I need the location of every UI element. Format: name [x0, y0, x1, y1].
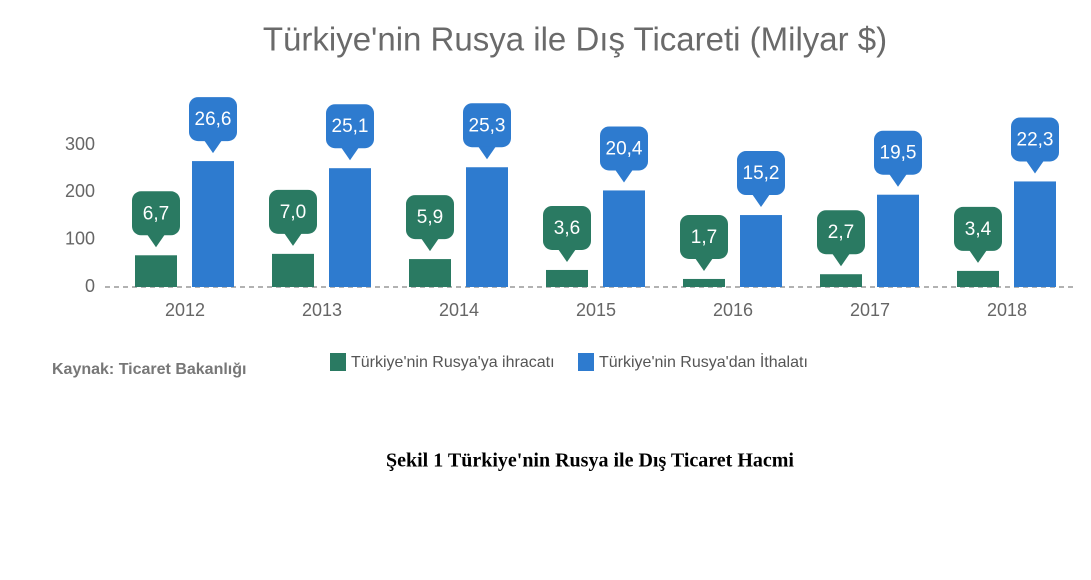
callout-pointer: [478, 146, 496, 160]
bar: [820, 274, 862, 287]
x-tick-label: 2012: [165, 300, 205, 320]
value-label: 20,4: [606, 138, 643, 159]
legend-swatch: [578, 353, 594, 371]
x-tick-label: 2015: [576, 300, 616, 320]
bar: [740, 215, 782, 287]
x-tick-label: 2013: [302, 300, 342, 320]
source: Kaynak: Ticaret Bakanlığı: [52, 361, 246, 378]
x-tick-label: 2016: [713, 300, 753, 320]
callout: [1011, 117, 1059, 162]
bar: [1014, 181, 1056, 287]
callout-pointer: [284, 232, 302, 246]
value-label: 22,3: [1017, 129, 1054, 150]
value-label: 3,4: [965, 219, 992, 240]
bar: [135, 255, 177, 287]
callout: [874, 130, 922, 175]
value-label: 26,6: [195, 109, 232, 130]
callout-pointer: [204, 140, 222, 154]
legend-label: Türkiye'nin Rusya'dan İthalatı: [599, 352, 808, 371]
callout-pointer: [832, 253, 850, 267]
bar: [683, 278, 725, 287]
bar: [603, 190, 645, 287]
callout: [954, 206, 1002, 251]
callout-pointer: [421, 238, 439, 252]
callout: [817, 210, 865, 255]
callout-pointer: [752, 194, 770, 208]
bar: [546, 269, 588, 287]
bar: [957, 270, 999, 287]
callout: [189, 97, 237, 142]
value-label: 1,7: [691, 227, 717, 248]
y-tick-label: 0: [85, 276, 95, 296]
x-tick-label: 2018: [987, 300, 1027, 320]
callout-pointer: [1026, 160, 1044, 174]
bar: [272, 253, 314, 287]
callout: [680, 214, 728, 259]
value-label: 2,7: [828, 222, 854, 243]
callout-pointer: [969, 249, 987, 263]
chart-title: Türkiye'nin Rusya ile Dış Ticareti (Mily…: [263, 21, 887, 58]
bar: [329, 168, 371, 287]
value-label: 3,6: [554, 218, 580, 239]
value-label: 7,0: [280, 202, 306, 223]
value-label: 6,7: [143, 203, 169, 224]
callout: [600, 126, 648, 171]
y-tick-label: 100: [65, 228, 95, 248]
value-label: 25,1: [332, 116, 369, 137]
callout: [326, 104, 374, 149]
legend-swatch: [330, 353, 346, 371]
callout-pointer: [147, 234, 165, 248]
bar: [877, 194, 919, 287]
value-label: 19,5: [880, 143, 917, 164]
callout: [543, 205, 591, 250]
x-tick-label: 2014: [439, 300, 479, 320]
caption: Şekil 1 Türkiye'nin Rusya ile Dış Ticare…: [386, 450, 794, 472]
callout-pointer: [558, 248, 576, 262]
callout-pointer: [889, 173, 907, 187]
callout: [132, 191, 180, 236]
callout: [463, 103, 511, 148]
x-tick-label: 2017: [850, 300, 890, 320]
bar: [192, 161, 234, 287]
value-label: 25,3: [469, 115, 506, 136]
callout: [737, 151, 785, 196]
callout: [406, 195, 454, 240]
y-tick-label: 200: [65, 181, 95, 201]
value-label: 15,2: [743, 163, 780, 184]
bar: [466, 167, 508, 287]
callout-pointer: [615, 169, 633, 183]
y-tick-label: 300: [65, 134, 95, 154]
callout-pointer: [695, 257, 713, 271]
value-label: 5,9: [417, 207, 443, 228]
legend-label: Türkiye'nin Rusya'ya ihracatı: [351, 354, 555, 371]
callout: [269, 189, 317, 234]
callout-pointer: [341, 147, 359, 161]
bar: [409, 259, 451, 287]
